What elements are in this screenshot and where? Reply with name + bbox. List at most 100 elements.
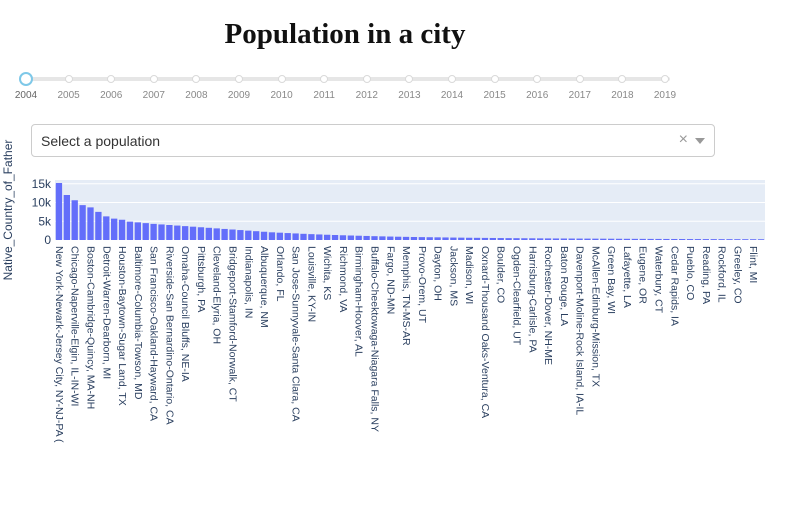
- slider-dot[interactable]: [277, 75, 286, 83]
- x-tick-label: Detroit-Warren-Dearborn, MI: [100, 246, 112, 379]
- bar: [158, 224, 165, 240]
- slider-year-2011[interactable]: 2011: [313, 90, 335, 101]
- slider-dot[interactable]: [661, 75, 669, 83]
- x-tick-label: Richmond, VA: [337, 246, 349, 312]
- x-tick-label: Buffalo-Cheektowaga-Niagara Falls, NY: [369, 246, 381, 432]
- bar: [316, 234, 323, 240]
- slider-dot[interactable]: [192, 75, 201, 83]
- slider-year-2017[interactable]: 2017: [568, 90, 591, 101]
- x-tick-label: Bridgeport-Stamford-Norwalk, CT: [227, 246, 239, 402]
- slider-year-2013[interactable]: 2013: [398, 90, 421, 101]
- dropdown-placeholder: Select a population: [41, 133, 161, 149]
- bar: [702, 239, 709, 240]
- bar: [466, 237, 473, 240]
- x-tick-label: Davenport-Moline-Rock Island, IA-IL: [574, 246, 586, 415]
- slider-dot[interactable]: [320, 75, 329, 83]
- slider-year-2015[interactable]: 2015: [483, 90, 506, 101]
- bar: [537, 238, 544, 240]
- year-slider[interactable]: 2004 2005 2006 2007 2008 2009 2010 2011 2012 2013…: [14, 68, 694, 108]
- bar: [166, 225, 173, 240]
- x-tick-label: Provo-Orem, UT: [416, 246, 428, 324]
- x-tick-label: Baton Rouge, LA: [558, 246, 570, 326]
- bar: [489, 237, 496, 240]
- x-tick-label: Rochester-Dover, NH-ME: [542, 246, 554, 365]
- x-tick-label: San Francisco-Oakland-Hayward, CA: [148, 246, 160, 421]
- bar: [631, 238, 638, 240]
- slider-year-2019[interactable]: 2019: [653, 90, 677, 101]
- x-tick-label: McAllen-Edinburg-Mission, TX: [589, 246, 601, 387]
- slider-year-2012[interactable]: 2012: [355, 90, 378, 101]
- bar: [292, 233, 299, 240]
- bar: [387, 236, 394, 240]
- x-tick-label: Cleveland-Elyria, OH: [211, 246, 223, 344]
- chevron-down-icon[interactable]: [695, 138, 705, 144]
- bar: [481, 237, 489, 240]
- bar: [245, 230, 252, 240]
- slider-year-2018[interactable]: 2018: [611, 90, 634, 101]
- x-tick-label: Madison, WI: [463, 246, 475, 304]
- bar: [221, 228, 228, 240]
- slider-year-2010[interactable]: 2010: [270, 90, 293, 101]
- x-tick-label: Oxnard-Thousand Oaks-Ventura, CA: [479, 246, 491, 418]
- slider-year-2007[interactable]: 2007: [142, 90, 165, 101]
- slider-dot[interactable]: [575, 75, 584, 83]
- bar: [521, 238, 528, 240]
- y-tick-label: 0: [44, 233, 51, 247]
- slider-year-2009[interactable]: 2009: [227, 90, 251, 101]
- slider-dot[interactable]: [149, 75, 158, 83]
- slider-year-2005[interactable]: 2005: [57, 90, 80, 101]
- bar: [260, 231, 268, 240]
- slider-dot[interactable]: [235, 75, 243, 83]
- slider-dot[interactable]: [618, 75, 627, 83]
- bar: [339, 235, 347, 240]
- clear-icon[interactable]: ×: [678, 131, 688, 148]
- x-tick-label: Pittsburgh, PA: [195, 246, 207, 312]
- bar: [197, 227, 205, 240]
- slider-track[interactable]: [26, 77, 670, 81]
- x-tick-label: Eugene, OR: [637, 246, 649, 304]
- slider-year-2006[interactable]: 2006: [100, 90, 123, 101]
- slider-handle[interactable]: [19, 72, 33, 86]
- bar: [300, 233, 307, 240]
- bar: [150, 223, 157, 240]
- bar: [505, 238, 512, 240]
- bar: [363, 235, 370, 240]
- slider-dot[interactable]: [362, 75, 371, 83]
- slider-year-2016[interactable]: 2016: [526, 90, 549, 101]
- bar: [608, 238, 615, 240]
- slider-dot[interactable]: [107, 75, 116, 83]
- bar: [584, 238, 591, 240]
- x-tick-label: Boulder, CO: [495, 246, 507, 303]
- slider-dot[interactable]: [448, 75, 456, 83]
- slider-dot[interactable]: [490, 75, 499, 83]
- x-tick-label: Flint, MI: [747, 246, 759, 283]
- population-dropdown[interactable]: Select a population ×: [31, 124, 715, 157]
- x-tick-label: Omaha-Council Bluffs, NE-IA: [179, 246, 191, 382]
- x-tick-label: San Jose-Sunnyvale-Santa Clara, CA: [290, 246, 302, 422]
- bar: [111, 218, 118, 240]
- x-tick-label: Boston-Cambridge-Quincy, MA-NH: [85, 246, 97, 409]
- slider-dot[interactable]: [64, 75, 73, 83]
- bar: [679, 239, 686, 240]
- bar: [229, 229, 236, 240]
- slider-dot[interactable]: [405, 75, 414, 83]
- x-tick-label: Pueblo, CO: [684, 246, 696, 300]
- bar: [71, 200, 78, 240]
- bar: [205, 227, 212, 240]
- bar: [742, 239, 749, 240]
- bar: [694, 239, 702, 240]
- bar: [434, 237, 441, 240]
- x-tick-label: Riverside-San Bernardino-Ontario, CA: [163, 246, 175, 425]
- slider-year-2008[interactable]: 2008: [185, 90, 208, 101]
- bar: [395, 236, 402, 240]
- x-tick-label: Lafayette, LA: [621, 246, 633, 308]
- bar: [576, 238, 583, 240]
- bar: [757, 239, 765, 240]
- y-axis-label: Native_Country_of_Father: [1, 140, 15, 281]
- slider-year-2014[interactable]: 2014: [440, 90, 464, 101]
- slider-year-2004[interactable]: 2004: [14, 90, 38, 101]
- x-tick-label: Memphis, TN-MS-AR: [400, 246, 412, 346]
- bar: [284, 233, 291, 240]
- slider-dot[interactable]: [533, 75, 542, 83]
- y-tick-label: 15k: [32, 177, 52, 191]
